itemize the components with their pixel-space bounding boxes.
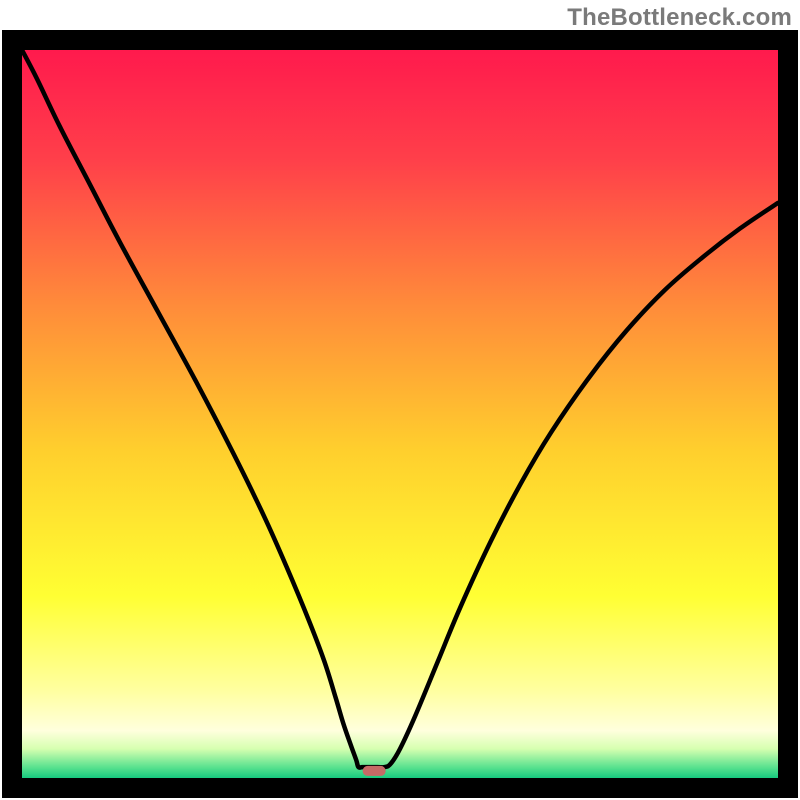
watermark-text: TheBottleneck.com: [567, 4, 792, 32]
frame-bottom: [2, 778, 798, 798]
background-gradient: [22, 50, 778, 778]
plot-area: [22, 50, 778, 778]
frame-right: [778, 30, 798, 798]
frame-left: [2, 30, 22, 798]
chart-stage: TheBottleneck.com: [0, 0, 800, 800]
optimum-marker: [363, 766, 386, 776]
frame-top: [2, 30, 798, 50]
